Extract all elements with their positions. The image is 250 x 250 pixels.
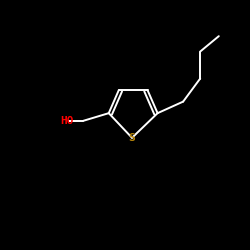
Text: S: S xyxy=(128,133,136,143)
Text: HO: HO xyxy=(60,116,74,126)
